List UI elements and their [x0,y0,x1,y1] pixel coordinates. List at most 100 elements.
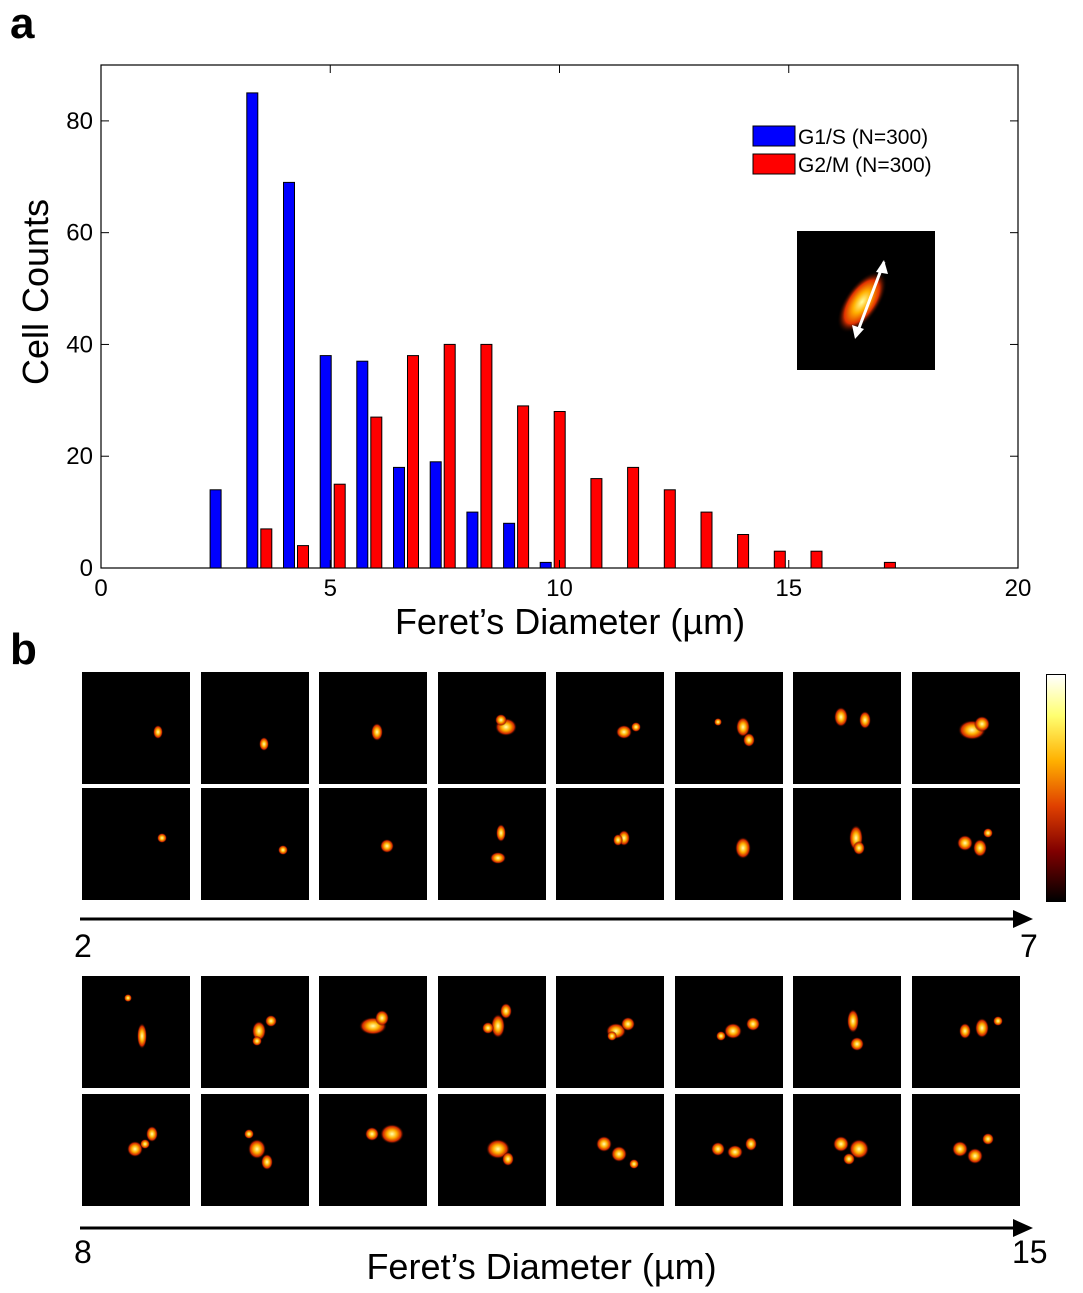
cell-image-blob [847,1009,864,1051]
y-axis-label: Cell Counts [15,199,56,385]
cell-image [793,788,901,900]
cell-image-blob [277,845,288,855]
panel-b-x-axis-label: Feret’s Diameter (µm) [366,1246,717,1287]
cell-image [437,672,546,784]
cell-image [674,672,783,784]
bar-g1s-5 [393,466,405,569]
bar-g1s-9 [539,561,552,569]
cell-image-blob [243,1129,273,1170]
bar-g2m-13 [700,511,713,569]
colorbar [1046,674,1066,902]
cell-image [556,1094,664,1206]
cell-image-blob [958,1016,1003,1039]
cell-image [437,788,546,900]
cell-image [200,976,309,1088]
cell-image-blob [833,1136,869,1165]
cell-image-blob [481,1003,512,1038]
cell-image-blob [715,1017,760,1041]
bar-g2m-6 [443,343,456,569]
x-tick-label: 20 [1005,575,1032,602]
bar-g2m-8 [517,405,530,569]
bar-g2m-7 [480,343,493,569]
cell-image [437,1094,546,1206]
cell-image [319,788,427,900]
cell-image [556,788,664,900]
bar-g2m-4 [370,416,383,569]
bar-g1s-1 [246,92,259,569]
image-grid-row2 [82,976,1027,1208]
bar-g1s-4 [356,360,369,569]
cell-image-blob [951,1133,994,1164]
cell-image-blob [359,1010,389,1035]
bar-g2m-9 [553,411,566,569]
image-grid-row1 [82,672,1027,900]
cell-image-blob [606,1017,635,1041]
cell-image [793,976,901,1088]
cell-image-blob [124,994,147,1049]
x-tick-label: 5 [324,575,337,602]
cell-image-blob [956,828,993,857]
cell-image [437,976,546,1088]
feret-diameter-arrow [854,261,886,337]
cell-image-blob [489,824,506,864]
arrow-row2 [80,1219,1033,1237]
cell-image [793,1094,901,1206]
panel-b-label: b [10,625,37,674]
cell-image [82,976,190,1088]
cell-image [82,788,190,900]
arrow-row1 [80,910,1033,928]
bar-g2m-12 [663,489,676,569]
legend-label-g2m: G2/M (N=300) [798,154,932,177]
bar-g2m-2 [297,545,309,569]
bar-g1s-2 [283,181,295,569]
y-tick-label: 60 [66,220,93,247]
cell-image-blob [380,839,394,853]
cell-image [319,976,427,1088]
cell-image-blob [251,1015,277,1046]
row1-end-label: 7 [1020,928,1038,964]
cell-image [911,976,1020,1088]
cell-image [82,672,190,784]
y-tick-label: 40 [66,331,93,358]
row2-end-label: 15 [1012,1234,1048,1270]
row2-start-label: 8 [74,1234,92,1270]
x-axis-label: Feret’s Diameter (µm) [395,601,745,642]
cell-image-blob [613,830,630,846]
x-tick-label: 10 [546,575,573,602]
y-tick-label: 80 [66,108,93,135]
cell-image [674,788,783,900]
cell-image [319,1094,427,1206]
legend: G1/S (N=300) G2/M (N=300) [752,125,932,177]
cell-image-blob [957,716,990,740]
cell-image [200,788,309,900]
y-tick-label: 0 [80,555,93,582]
cell-image-blob [734,837,751,859]
cell-image-blob [616,722,641,739]
cell-image [911,788,1020,900]
histogram-chart: 0 5 10 15 20 0 20 40 60 80 Cell Counts Feret’s Di… [15,64,1032,642]
cell-image [911,672,1020,784]
cell-image [200,1094,309,1206]
legend-swatch-g2m [752,153,796,175]
cell-image-blob [713,717,755,747]
cell-image [674,976,783,1088]
bar-g1s-3 [319,355,332,569]
cell-image-blob [834,707,871,729]
row1-start-label: 2 [74,928,92,964]
cell-image-blob [157,833,167,843]
bar-g2m-10 [590,478,603,569]
cell-image-blob [710,1137,757,1159]
cell-image [911,1094,1020,1206]
bar-g2m-16 [810,550,823,569]
cell-image [82,1094,190,1206]
cell-image [556,672,664,784]
cell-image-blob [365,1124,404,1144]
x-tick-label: 0 [94,575,107,602]
cell-image [674,1094,783,1206]
cell-image-blob [849,825,865,855]
bar-g2m-3 [333,483,346,569]
cell-image-blob [494,714,517,736]
bar-g2m-15 [773,550,786,569]
inset-cell-image [797,231,935,370]
cell-image-blob [127,1126,158,1157]
